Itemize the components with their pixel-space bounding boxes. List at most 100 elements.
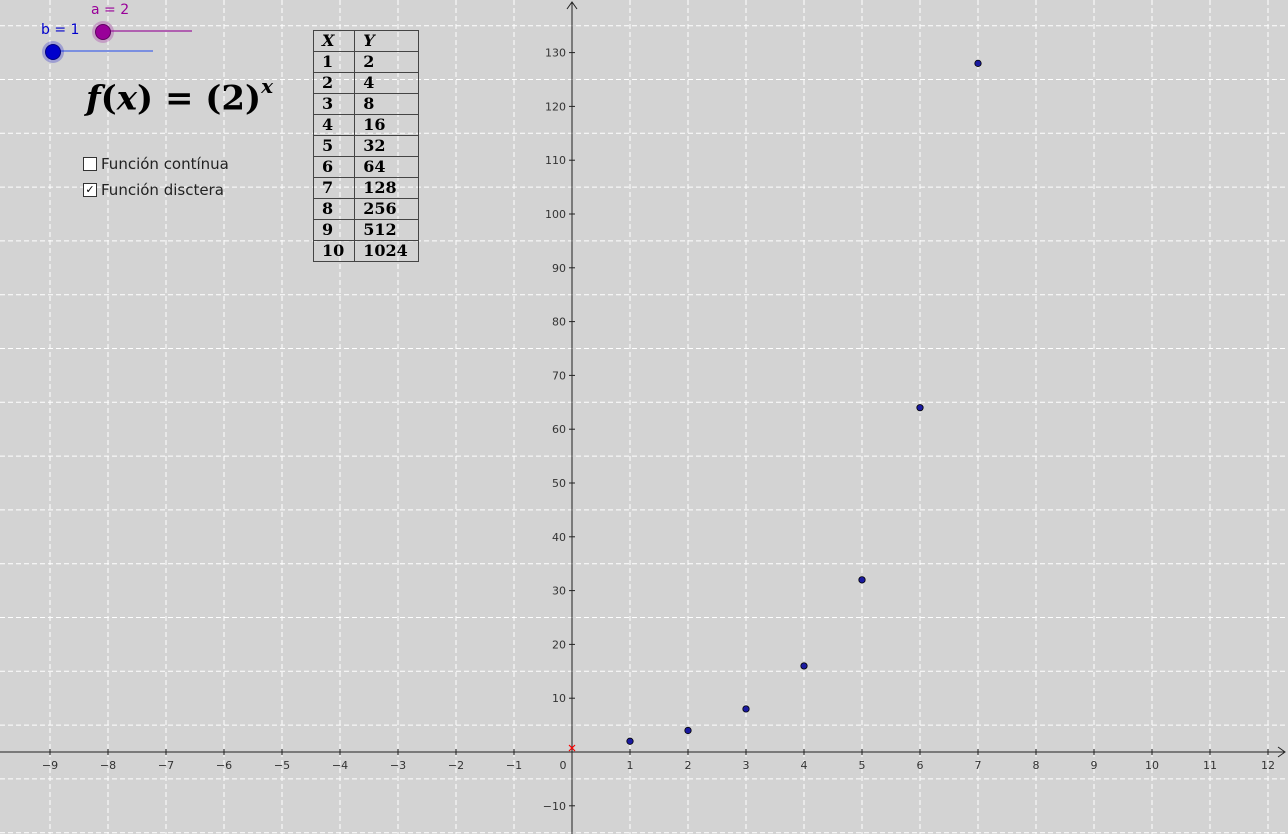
table-cell-x: 6 [312, 156, 356, 178]
slider-a-knob[interactable] [95, 24, 111, 40]
x-tick-label: 12 [1261, 759, 1275, 772]
table-cell-x: 9 [312, 219, 356, 241]
table-cell-y: 64 [354, 156, 420, 178]
x-tick-label: 7 [975, 759, 982, 772]
x-tick-label: 10 [1145, 759, 1159, 772]
slider-a-label: a = 2 [91, 2, 130, 18]
x-tick-label: 2 [685, 759, 692, 772]
slider-a-track[interactable] [96, 30, 192, 32]
data-point[interactable] [800, 662, 808, 670]
data-point[interactable] [916, 404, 924, 412]
y-axis-arrow-icon [566, 1, 578, 10]
y-tick-label: 20 [552, 638, 566, 651]
y-tick-label: 90 [552, 262, 566, 275]
y-tick-label: 60 [552, 423, 566, 436]
axis-tick-labels: −9 −8 −7 −6 −5 −4 −3 −2 −1 0 1 2 3 4 5 6 7 8 9 10 11 12−10102… [42, 47, 1275, 813]
x-tick-label: −6 [216, 759, 232, 772]
x-tick-label: −2 [448, 759, 464, 772]
checkbox-continuous-function[interactable]: Función contínua [83, 155, 229, 173]
x-axis-arrow-icon [1277, 746, 1286, 758]
table-row: 5 32 [312, 135, 420, 157]
x-tick-label: −1 [506, 759, 522, 772]
table-cell-x: 2 [312, 72, 356, 94]
table-cell-y: 128 [354, 177, 420, 199]
data-point[interactable] [858, 576, 866, 584]
y-tick-label: 50 [552, 477, 566, 490]
y-tick-label: 30 [552, 585, 566, 598]
table-row: 10 1024 [312, 240, 420, 262]
table-cell-x: 5 [312, 135, 356, 157]
table-row: 8 256 [312, 198, 420, 220]
table-cell-y: 8 [354, 93, 420, 115]
x-tick-label: −3 [390, 759, 406, 772]
table-cell-y: 512 [354, 219, 420, 241]
table-cell-y: 1024 [354, 240, 420, 262]
x-tick-label: 3 [743, 759, 750, 772]
x-tick-label: 4 [801, 759, 808, 772]
table-cell-x: 7 [312, 177, 356, 199]
slider-b-knob[interactable] [45, 44, 61, 60]
table-header-x: X [312, 30, 356, 52]
x-tick-label: 1 [627, 759, 634, 772]
values-table: X Y 1 2 2 4 3 8 4 16 5 32 6 64 7 128 8 256 9 512 10 1024 [312, 30, 420, 262]
table-row: 6 64 [312, 156, 420, 178]
table-cell-y: 32 [354, 135, 420, 157]
y-tick-label: −10 [543, 800, 566, 813]
x-tick-label: −7 [158, 759, 174, 772]
data-points [568, 59, 982, 752]
y-tick-label: 110 [545, 154, 566, 167]
y-tick-label: 40 [552, 531, 566, 544]
y-tick-label: 120 [545, 100, 566, 113]
y-tick-label: 10 [552, 692, 566, 705]
table-cell-y: 2 [354, 51, 420, 73]
x-tick-label: −9 [42, 759, 58, 772]
formula-variable: x [116, 78, 138, 119]
formula-function-name: f [86, 78, 101, 119]
checkbox-continuous-label: Función contínua [101, 155, 229, 173]
checkmark-icon: ✓ [85, 183, 95, 196]
data-point[interactable] [974, 59, 982, 67]
slider-b-label: b = 1 [41, 22, 80, 38]
x-tick-label: 0 [560, 759, 567, 772]
y-tick-label: 130 [545, 47, 566, 60]
formula-base: 2 [221, 78, 246, 119]
data-point[interactable] [742, 705, 750, 713]
data-point[interactable] [684, 726, 692, 735]
function-formula: f(x) = (2)x [86, 74, 274, 119]
y-tick-label: 100 [545, 208, 566, 221]
formula-exponent: x [261, 74, 274, 98]
x-tick-label: 11 [1203, 759, 1217, 772]
table-row: 7 128 [312, 177, 420, 199]
table-cell-y: 4 [354, 72, 420, 94]
x-tick-label: 9 [1091, 759, 1098, 772]
x-tick-label: −8 [100, 759, 116, 772]
table-cell-y: 16 [354, 114, 420, 136]
x-tick-label: −5 [274, 759, 290, 772]
data-point[interactable] [626, 737, 634, 745]
checkbox-discrete-function[interactable]: ✓ Función disctera [83, 181, 224, 199]
checkbox-discrete-box[interactable]: ✓ [83, 183, 97, 197]
checkbox-continuous-box[interactable] [83, 157, 97, 171]
x-tick-label: 8 [1033, 759, 1040, 772]
table-cell-x: 1 [312, 51, 356, 73]
table-header-row: X Y [312, 30, 420, 52]
x-tick-label: −4 [332, 759, 348, 772]
table-cell-x: 8 [312, 198, 356, 220]
x-tick-label: 5 [859, 759, 866, 772]
table-cell-x: 3 [312, 93, 356, 115]
table-cell-x: 10 [312, 240, 356, 262]
y-tick-label: 70 [552, 369, 566, 382]
table-header-y: Y [354, 30, 420, 52]
checkbox-discrete-label: Función disctera [101, 181, 224, 199]
origin-marker-icon [568, 744, 576, 752]
slider-b-track[interactable] [46, 50, 153, 52]
y-tick-label: 80 [552, 316, 566, 329]
x-tick-label: 6 [917, 759, 924, 772]
table-row: 4 16 [312, 114, 420, 136]
